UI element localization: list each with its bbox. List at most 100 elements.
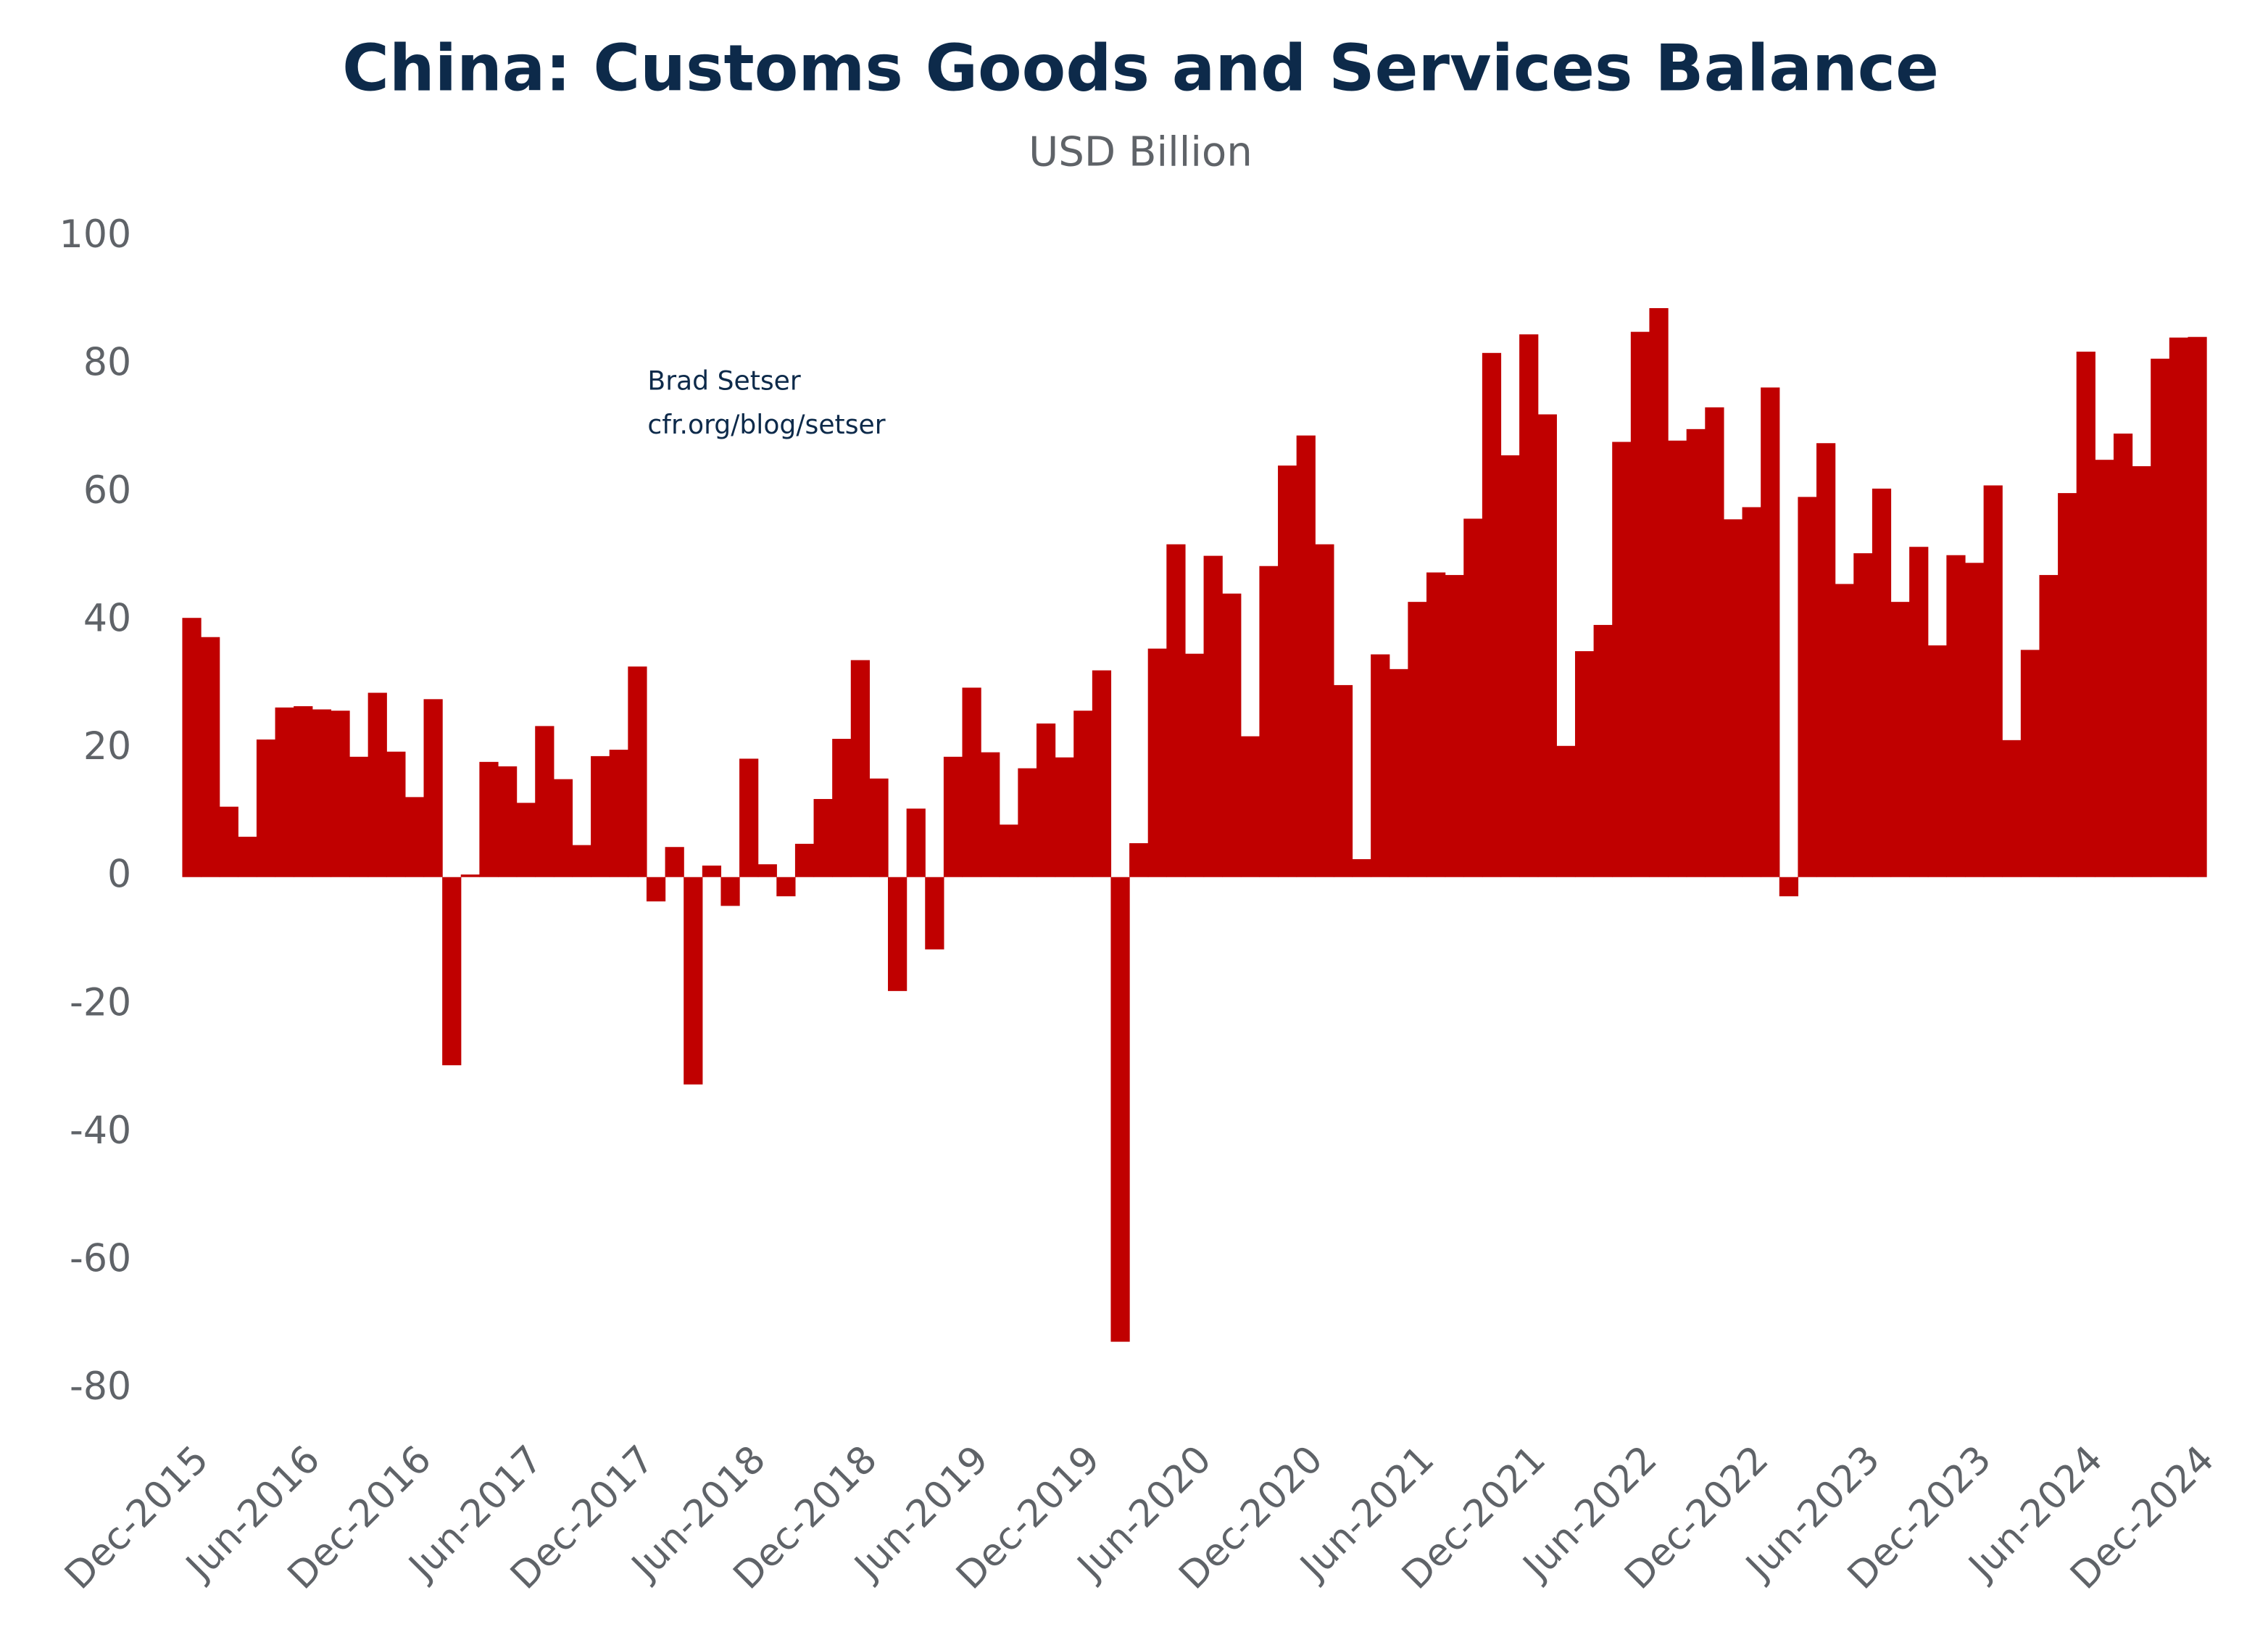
bar [1853,553,1873,877]
bar [1147,648,1167,877]
bar [1779,877,1799,897]
bar [256,739,276,877]
bar [1909,547,1929,877]
bar [294,706,313,877]
bar [1240,736,1260,877]
bar [702,865,722,877]
bar [331,711,350,877]
bar [1389,668,1408,877]
bar [1278,465,1297,877]
bar [275,707,294,877]
bar [1723,519,1743,877]
bar [312,709,332,877]
bar [349,756,369,877]
bar [2169,337,2189,877]
y-tick-label: -20 [70,981,131,1024]
bar [2095,460,2114,877]
bar [850,660,871,877]
bar [888,877,907,991]
bar [1556,745,1576,877]
bar [1408,602,1427,877]
bar [1426,572,1446,877]
bar [1537,414,1557,877]
bar [1500,455,1520,877]
bar [367,692,387,877]
bar [1927,645,1947,877]
bar [238,837,257,877]
chart-subtitle: USD Billion [1029,128,1253,175]
bar [1184,653,1205,877]
bar [1649,307,1669,877]
bar [2188,336,2207,877]
bar [720,877,740,906]
bar [2020,650,2040,877]
bar [497,766,518,877]
bar [628,666,647,877]
y-tick-label: 100 [59,213,132,257]
bar [1668,440,1687,877]
bar [1946,555,1966,877]
bar [1835,584,1854,877]
bar [460,874,480,877]
bar [1371,654,1390,877]
bar [1222,593,1242,877]
bar [943,756,963,877]
bar [591,755,610,877]
bar [1983,485,2003,877]
annotation: cfr.org/blog/setser [647,409,885,440]
bar [1593,624,1613,877]
bar [2132,466,2151,877]
bar [869,778,889,877]
bar [1259,566,1279,877]
bar [2076,352,2095,877]
bar [609,750,628,877]
bar [739,758,759,877]
y-tick-label: 20 [83,725,131,769]
bar [1816,443,1836,877]
bar [1872,488,1892,877]
bar [1761,387,1780,877]
bar [404,797,425,877]
bar [1964,563,1985,877]
bar [2002,740,2022,877]
bar [1445,575,1464,877]
bar [1203,555,1223,877]
bar [1296,435,1316,877]
bar [1333,684,1353,877]
bar [1686,428,1706,877]
bar [1055,757,1074,877]
bar [423,699,443,877]
bar [1705,407,1724,877]
bar [386,751,406,877]
bar [516,803,536,877]
bar [999,824,1018,877]
bar [1073,711,1093,877]
bar [1574,651,1595,877]
bar [219,806,238,877]
bar [646,877,666,902]
bar [1612,442,1632,877]
bar [1110,877,1130,1342]
chart-title: China: Customs Goods and Services Balanc… [342,31,1939,106]
bar [906,808,926,877]
bar [442,877,462,1066]
bar [1890,602,1910,877]
bar [684,877,703,1085]
x-tick-label: Dec-2015 [57,1438,217,1598]
y-tick-label: 0 [107,853,131,897]
bar [201,637,220,877]
bar [981,752,1000,877]
bar [2058,493,2077,877]
bar [962,687,981,877]
bar [535,726,554,877]
bar [925,877,944,950]
y-tick-label: -40 [70,1109,131,1153]
bar [1742,507,1761,877]
bar [665,847,684,877]
bar [553,779,573,877]
bar [757,864,777,877]
y-tick-label: -80 [70,1365,131,1409]
y-tick-label: 80 [83,341,131,385]
bar [1036,723,1056,877]
